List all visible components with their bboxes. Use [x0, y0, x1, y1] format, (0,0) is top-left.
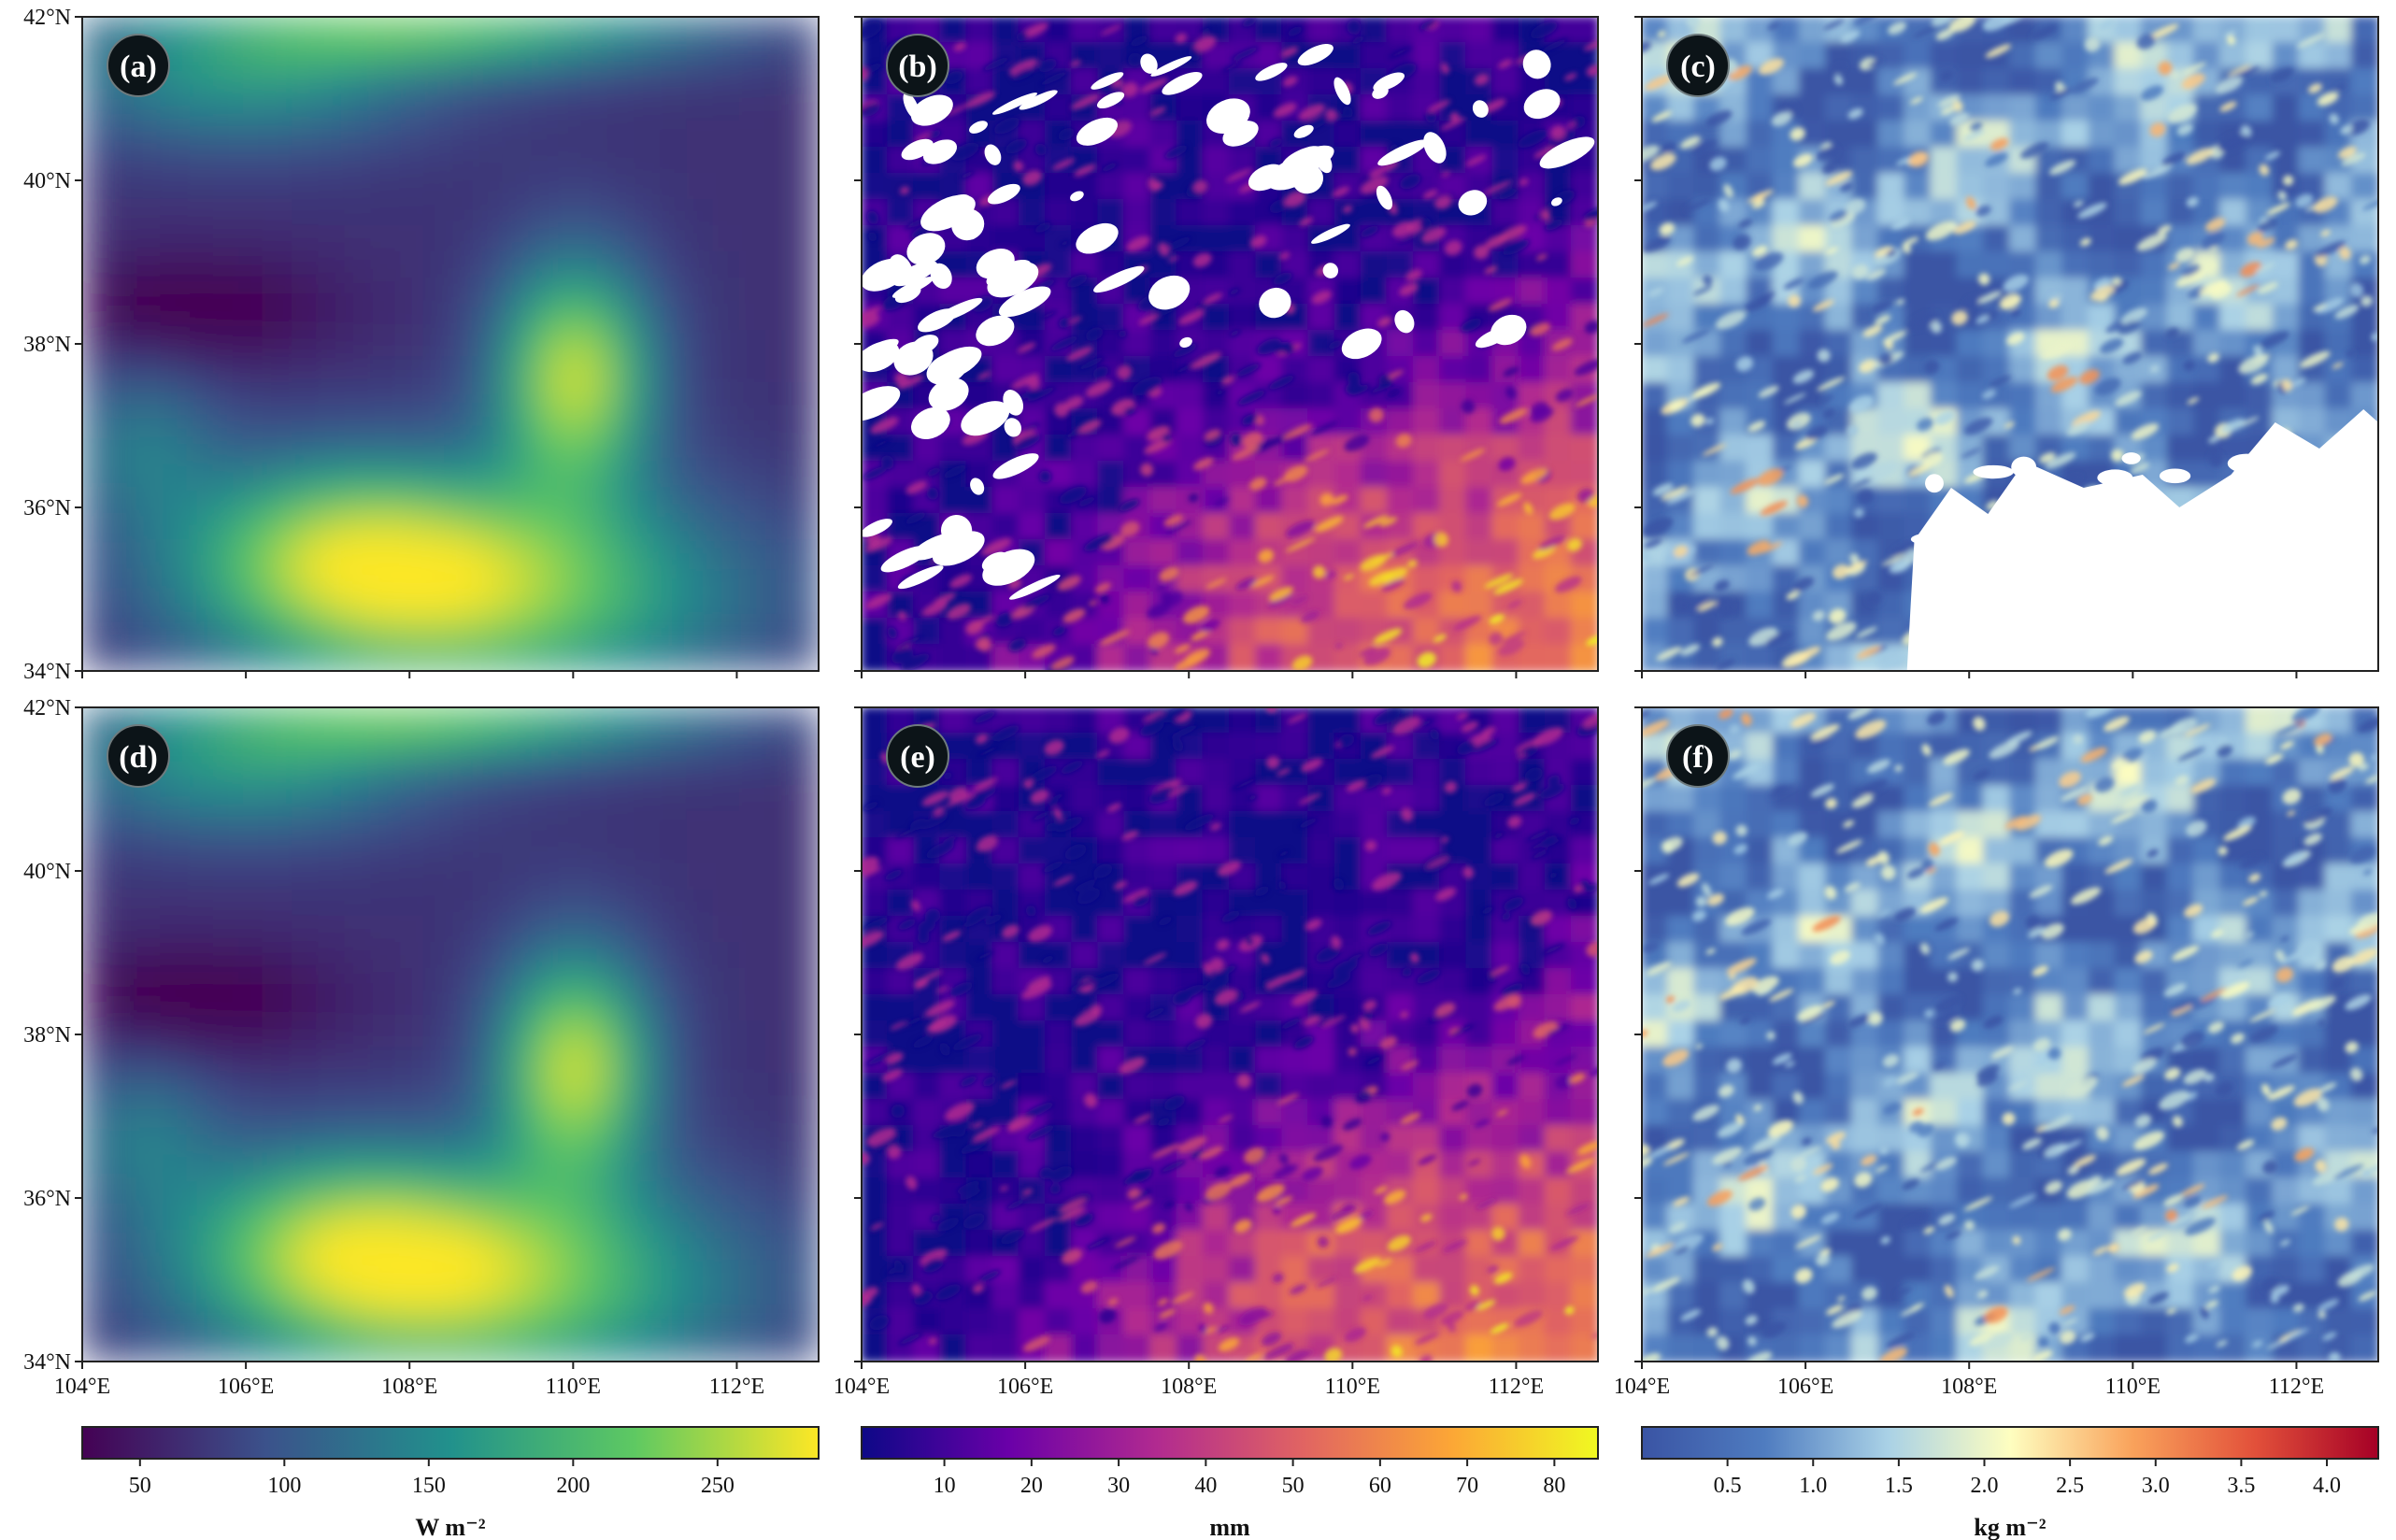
y-tick-label: 36°N: [23, 1187, 71, 1211]
colorbar-tick-label: 50: [129, 1474, 151, 1498]
colorbar-3: 0.5 1.0 1.5 2.0 2.5 3.0 3.5 4.0 kg m⁻²: [1641, 1426, 2379, 1540]
panel-tag: (b): [886, 34, 949, 97]
colorbar-tick-label: 150: [412, 1474, 446, 1498]
x-tick-label: 108°E: [1161, 1375, 1217, 1399]
colorbar-tick-label: 1.5: [1885, 1474, 1913, 1498]
colorbar-label: mm: [1209, 1514, 1250, 1540]
panel-tag-label: (c): [1680, 50, 1716, 84]
colorbar-tick-label: 200: [556, 1474, 590, 1498]
panel-tag-label: (a): [120, 50, 157, 84]
x-tick-label: 110°E: [1325, 1375, 1380, 1399]
x-tick-label: 104°E: [834, 1375, 890, 1399]
colorbar-tick-label: 80: [1543, 1474, 1565, 1498]
panel-f: 104°E 106°E 108°E 110°E 112°E: [1614, 706, 2379, 1399]
x-tick-label: 110°E: [546, 1375, 601, 1399]
x-tick-label: 106°E: [1777, 1375, 1833, 1399]
colorbar-tick-label: 40: [1194, 1474, 1217, 1498]
y-tick-label: 34°N: [23, 660, 71, 684]
panel-d: 104°E 106°E 108°E 110°E 112°E 34°N 36°N 38°N 40°…: [23, 696, 820, 1399]
colorbar-tick-label: 4.0: [2313, 1474, 2341, 1498]
y-tick-label: 34°N: [23, 1350, 71, 1375]
panel-tag: (c): [1666, 34, 1730, 97]
panel-c: [1634, 16, 2379, 678]
x-tick-label: 104°E: [1614, 1375, 1670, 1399]
colorbar-tick-label: 250: [701, 1474, 734, 1498]
y-tick-label: 40°N: [23, 860, 71, 884]
colorbar-gradient: [1641, 1426, 2379, 1460]
panel-b: [854, 16, 1599, 678]
x-tick-label: 108°E: [381, 1375, 437, 1399]
x-tick-label: 108°E: [1941, 1375, 1997, 1399]
colorbar-2: 10 20 30 40 50 60 70 80 mm: [861, 1426, 1599, 1540]
y-tick-label: 36°N: [23, 496, 71, 520]
y-tick-label: 42°N: [23, 696, 71, 720]
colorbar-tick-label: 70: [1456, 1474, 1478, 1498]
x-tick-label: 112°E: [2269, 1375, 2324, 1399]
panel-tag: (f): [1666, 724, 1730, 788]
panel-tag-label: (e): [900, 740, 935, 775]
colorbar-gradient: [861, 1426, 1599, 1460]
panel-tag-label: (b): [898, 50, 937, 84]
panel-tag: (d): [107, 724, 170, 788]
x-tick-label: 104°E: [54, 1375, 110, 1399]
colorbar-label: W m⁻²: [415, 1514, 485, 1540]
x-tick-label: 112°E: [709, 1375, 764, 1399]
colorbar-label: kg m⁻²: [1974, 1514, 2046, 1540]
panel-a: 34°N 36°N 38°N 40°N 42°N: [23, 6, 820, 684]
colorbar-1: 50 100 150 200 250 W m⁻²: [81, 1426, 820, 1540]
colorbar-tick-label: 30: [1107, 1474, 1130, 1498]
colorbar-gradient: [81, 1426, 820, 1460]
panel-tag-label: (f): [1682, 740, 1714, 775]
colorbar-tick-label: 3.5: [2227, 1474, 2255, 1498]
colorbar-tick-label: 2.0: [1971, 1474, 1999, 1498]
y-tick-label: 38°N: [23, 333, 71, 357]
missing-data-b: [862, 44, 1595, 600]
x-tick-label: 110°E: [2105, 1375, 2161, 1399]
colorbar-tick-label: 50: [1282, 1474, 1305, 1498]
panel-tag-label: (d): [119, 740, 158, 775]
x-tick-label: 106°E: [218, 1375, 274, 1399]
missing-data-c: [1906, 409, 2378, 671]
colorbar-tick-label: 3.0: [2142, 1474, 2170, 1498]
colorbar-tick-label: 100: [267, 1474, 301, 1498]
colorbar-tick-label: 60: [1369, 1474, 1391, 1498]
y-tick-label: 38°N: [23, 1023, 71, 1048]
panel-tag: (a): [107, 34, 170, 97]
colorbar-tick-label: 2.5: [2056, 1474, 2084, 1498]
panel-e: 104°E 106°E 108°E 110°E 112°E: [834, 706, 1599, 1399]
colorbar-tick-label: 0.5: [1714, 1474, 1742, 1498]
x-tick-label: 112°E: [1489, 1375, 1544, 1399]
panel-tag: (e): [886, 724, 949, 788]
colorbar-tick-label: 20: [1020, 1474, 1043, 1498]
y-tick-label: 42°N: [23, 6, 71, 30]
x-tick-label: 106°E: [997, 1375, 1053, 1399]
colorbar-tick-label: 10: [934, 1474, 956, 1498]
y-tick-label: 40°N: [23, 169, 71, 193]
colorbar-tick-label: 1.0: [1799, 1474, 1827, 1498]
